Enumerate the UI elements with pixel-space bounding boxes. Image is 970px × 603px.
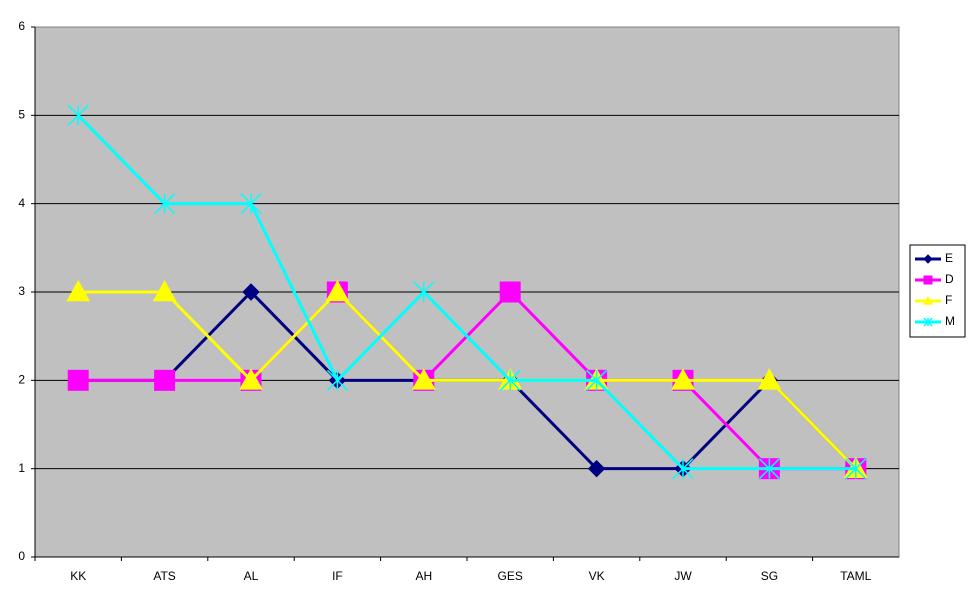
x-tick-label: IF — [332, 569, 343, 583]
marker — [325, 279, 350, 302]
y-tick-label: 5 — [18, 108, 25, 122]
marker — [413, 281, 435, 303]
marker — [67, 369, 89, 391]
marker — [152, 279, 177, 302]
marker — [586, 369, 608, 391]
marker — [923, 275, 933, 285]
series-line — [77, 114, 856, 471]
legend-label: D — [945, 272, 954, 286]
marker — [66, 279, 91, 302]
marker — [499, 281, 521, 303]
x-tick-label: VK — [589, 569, 605, 583]
marker — [411, 368, 436, 390]
y-tick-label: 0 — [18, 549, 25, 563]
marker — [240, 193, 262, 215]
x-tick-label: SG — [761, 569, 778, 583]
marker — [242, 283, 260, 301]
x-tick-label: GES — [498, 569, 523, 583]
x-tick-label: AL — [244, 569, 259, 583]
marker — [154, 369, 176, 391]
marker — [239, 368, 263, 390]
marker — [671, 368, 695, 390]
marker — [672, 458, 694, 480]
marker — [587, 459, 606, 478]
y-tick-label: 1 — [18, 461, 25, 475]
marker — [923, 295, 933, 305]
legend-label: F — [945, 293, 952, 307]
x-tick-label: TAML — [840, 569, 871, 583]
marker — [845, 458, 867, 480]
marker — [326, 369, 348, 391]
x-tick-label: KK — [70, 569, 86, 583]
x-tick-label: JW — [674, 569, 692, 583]
y-tick-label: 3 — [18, 284, 25, 298]
marker — [154, 193, 176, 215]
y-tick-label: 6 — [18, 19, 25, 33]
x-tick-label: ATS — [153, 569, 175, 583]
marker — [923, 317, 933, 327]
legend-label: M — [945, 314, 955, 328]
marker — [923, 254, 933, 264]
marker — [499, 369, 521, 391]
marker — [757, 368, 782, 390]
legend-label: E — [945, 251, 953, 265]
y-tick-label: 2 — [18, 373, 25, 387]
x-tick-label: AH — [415, 569, 432, 583]
marker — [758, 458, 780, 480]
series-line — [78, 289, 857, 470]
marker — [67, 104, 89, 126]
y-tick-label: 4 — [18, 196, 25, 210]
